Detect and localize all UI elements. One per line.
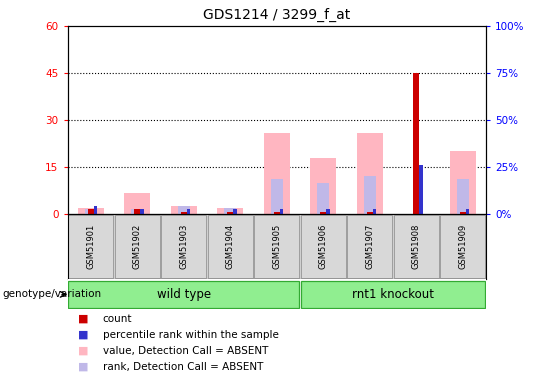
Text: value, Detection Call = ABSENT: value, Detection Call = ABSENT: [103, 346, 268, 356]
Text: GSM51903: GSM51903: [179, 224, 188, 269]
Bar: [450, 151, 476, 214]
Bar: [373, 209, 376, 214]
Text: GSM51908: GSM51908: [412, 224, 421, 269]
Bar: [93, 206, 97, 214]
Bar: [254, 215, 299, 278]
Bar: [181, 212, 186, 214]
Bar: [271, 179, 282, 214]
Bar: [161, 215, 206, 278]
Text: GSM51909: GSM51909: [458, 224, 467, 269]
Bar: [357, 132, 382, 214]
Text: GSM51906: GSM51906: [319, 224, 328, 269]
Bar: [318, 183, 329, 214]
Text: percentile rank within the sample: percentile rank within the sample: [103, 330, 279, 340]
Bar: [264, 132, 289, 214]
Bar: [233, 209, 237, 214]
Bar: [131, 209, 143, 214]
Bar: [178, 206, 190, 214]
Text: genotype/variation: genotype/variation: [3, 290, 102, 299]
Bar: [301, 215, 346, 278]
Text: GSM51905: GSM51905: [272, 224, 281, 269]
Bar: [69, 280, 299, 308]
Bar: [394, 215, 438, 278]
Bar: [115, 215, 160, 278]
Bar: [419, 165, 423, 214]
Bar: [465, 209, 469, 214]
Bar: [85, 209, 97, 214]
Text: GSM51907: GSM51907: [365, 224, 374, 269]
Bar: [218, 207, 243, 214]
Bar: [69, 215, 113, 278]
Bar: [441, 215, 485, 278]
Bar: [460, 212, 465, 214]
Bar: [320, 212, 326, 214]
Bar: [274, 212, 280, 214]
Bar: [186, 209, 190, 214]
Bar: [280, 209, 284, 214]
Bar: [457, 179, 469, 214]
Bar: [88, 209, 93, 214]
Title: GDS1214 / 3299_f_at: GDS1214 / 3299_f_at: [203, 8, 350, 22]
Bar: [326, 209, 330, 214]
Bar: [78, 207, 104, 214]
Bar: [124, 194, 150, 214]
Text: ■: ■: [78, 346, 89, 356]
Text: ■: ■: [78, 330, 89, 340]
Bar: [140, 209, 144, 214]
Bar: [134, 209, 140, 214]
Text: GSM51901: GSM51901: [86, 224, 95, 269]
Bar: [414, 73, 419, 214]
Text: wild type: wild type: [157, 288, 211, 301]
Bar: [171, 206, 197, 214]
Text: GSM51902: GSM51902: [133, 224, 141, 269]
Bar: [367, 212, 373, 214]
Bar: [227, 212, 233, 214]
Bar: [208, 215, 253, 278]
Text: ■: ■: [78, 314, 89, 324]
Text: rank, Detection Call = ABSENT: rank, Detection Call = ABSENT: [103, 362, 263, 372]
Text: GSM51904: GSM51904: [226, 224, 235, 269]
Text: ■: ■: [78, 362, 89, 372]
Bar: [364, 176, 375, 214]
Bar: [225, 207, 236, 214]
Bar: [301, 280, 485, 308]
Bar: [310, 158, 336, 214]
Bar: [347, 215, 392, 278]
Text: rnt1 knockout: rnt1 knockout: [352, 288, 434, 301]
Text: count: count: [103, 314, 132, 324]
